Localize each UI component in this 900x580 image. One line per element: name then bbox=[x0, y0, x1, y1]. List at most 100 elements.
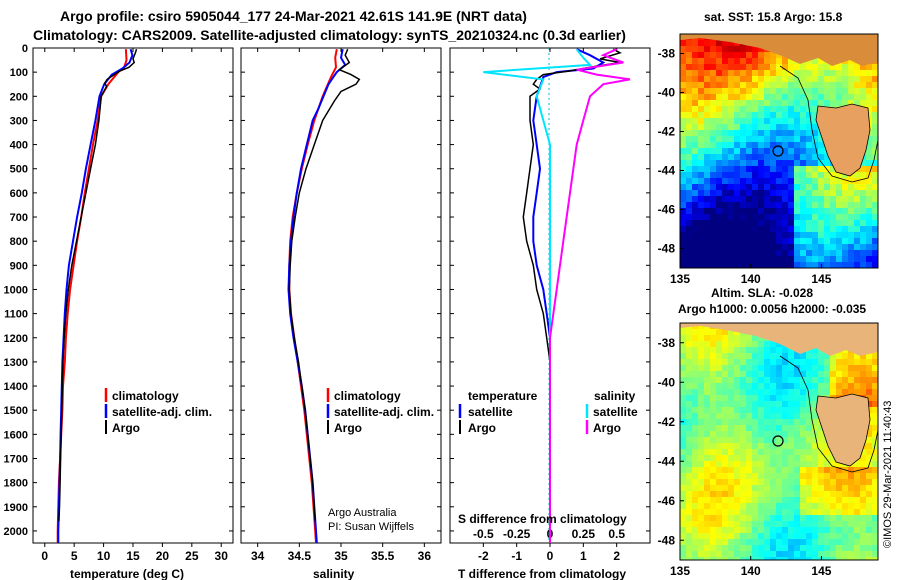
depth-tick-label: 1300 bbox=[4, 357, 28, 369]
sst-cell bbox=[758, 256, 764, 262]
sst-cell bbox=[764, 220, 770, 226]
sla-cell bbox=[770, 371, 776, 377]
sst-cell bbox=[830, 94, 836, 100]
sst-cell bbox=[794, 256, 800, 262]
sla-cell bbox=[704, 509, 710, 515]
sla-cell bbox=[818, 551, 824, 557]
sst-cell bbox=[812, 226, 818, 232]
sla-cell bbox=[746, 557, 752, 560]
sst-cell bbox=[680, 88, 686, 94]
sla-cell bbox=[806, 461, 812, 467]
map-y-tick-label: -42 bbox=[658, 415, 676, 429]
sst-cell bbox=[680, 202, 686, 208]
sst-cell bbox=[824, 202, 830, 208]
sst-cell bbox=[680, 196, 686, 202]
sst-cell bbox=[854, 82, 860, 88]
sst-cell bbox=[704, 106, 710, 112]
sst-cell bbox=[770, 52, 776, 58]
sst-cell bbox=[728, 160, 734, 166]
sla-cell bbox=[728, 533, 734, 539]
sla-cell bbox=[872, 461, 878, 467]
sst-cell bbox=[758, 202, 764, 208]
sla-cell bbox=[722, 557, 728, 560]
sst-cell bbox=[746, 130, 752, 136]
sst-cell bbox=[800, 118, 806, 124]
sst-cell bbox=[836, 232, 842, 238]
sla-cell bbox=[824, 455, 830, 461]
sst-cell bbox=[692, 70, 698, 76]
sla-cell bbox=[848, 365, 854, 371]
sst-cell bbox=[758, 244, 764, 250]
sst-cell bbox=[722, 244, 728, 250]
sla-cell bbox=[722, 443, 728, 449]
sla-cell bbox=[710, 371, 716, 377]
sla-cell bbox=[788, 467, 794, 473]
sst-cell bbox=[710, 178, 716, 184]
sst-cell bbox=[776, 208, 782, 214]
sst-cell bbox=[800, 172, 806, 178]
sst-cell bbox=[722, 184, 728, 190]
sst-cell bbox=[842, 82, 848, 88]
sla-cell bbox=[698, 365, 704, 371]
sla-cell bbox=[740, 335, 746, 341]
sst-cell bbox=[860, 184, 866, 190]
sla-cell bbox=[782, 437, 788, 443]
sst-cell bbox=[860, 232, 866, 238]
sst-cell bbox=[794, 238, 800, 244]
sla-cell bbox=[836, 479, 842, 485]
sla-cell bbox=[740, 497, 746, 503]
sst-cell bbox=[722, 196, 728, 202]
sla-cell bbox=[728, 443, 734, 449]
sst-cell bbox=[842, 208, 848, 214]
sla-map-frame bbox=[679, 322, 879, 561]
sst-cell bbox=[788, 172, 794, 178]
sst-cell bbox=[680, 214, 686, 220]
sla-cell bbox=[800, 533, 806, 539]
x-tick-label: 2 bbox=[613, 549, 620, 563]
sla-cell bbox=[752, 509, 758, 515]
sla-cell bbox=[830, 479, 836, 485]
sla-cell bbox=[806, 497, 812, 503]
sst-cell bbox=[776, 58, 782, 64]
sla-cell bbox=[872, 359, 878, 365]
sla-cell bbox=[686, 371, 692, 377]
diff-t-satellite-line bbox=[532, 48, 606, 543]
sst-cell bbox=[794, 184, 800, 190]
sst-cell bbox=[746, 196, 752, 202]
sla-cell bbox=[854, 461, 860, 467]
sst-cell bbox=[716, 142, 722, 148]
sla-cell bbox=[716, 533, 722, 539]
sla-cell bbox=[764, 467, 770, 473]
sla-cell bbox=[764, 521, 770, 527]
sla-cell bbox=[824, 527, 830, 533]
sst-cell bbox=[698, 220, 704, 226]
sla-cell bbox=[728, 461, 734, 467]
sla-cell bbox=[794, 521, 800, 527]
sla-cell bbox=[686, 449, 692, 455]
sst-cell bbox=[764, 52, 770, 58]
sst-cell bbox=[794, 118, 800, 124]
sst-cell bbox=[872, 64, 878, 70]
sst-cell bbox=[752, 112, 758, 118]
sst-cell bbox=[764, 232, 770, 238]
sst-cell bbox=[860, 94, 866, 100]
sst-cell bbox=[716, 136, 722, 142]
sla-cell bbox=[782, 383, 788, 389]
sla-cell bbox=[800, 437, 806, 443]
sla-cell bbox=[704, 533, 710, 539]
sla-cell bbox=[758, 401, 764, 407]
sst-cell bbox=[692, 196, 698, 202]
sst-cell bbox=[752, 52, 758, 58]
sst-cell bbox=[770, 220, 776, 226]
sst-cell bbox=[872, 118, 878, 124]
sst-cell bbox=[782, 190, 788, 196]
sst-cell bbox=[710, 40, 716, 46]
sla-cell bbox=[746, 359, 752, 365]
sst-cell bbox=[698, 118, 704, 124]
sla-cell bbox=[740, 419, 746, 425]
sst-cell bbox=[776, 106, 782, 112]
sla-cell bbox=[824, 467, 830, 473]
sst-cell bbox=[692, 40, 698, 46]
sla-cell bbox=[728, 479, 734, 485]
sst-cell bbox=[788, 148, 794, 154]
